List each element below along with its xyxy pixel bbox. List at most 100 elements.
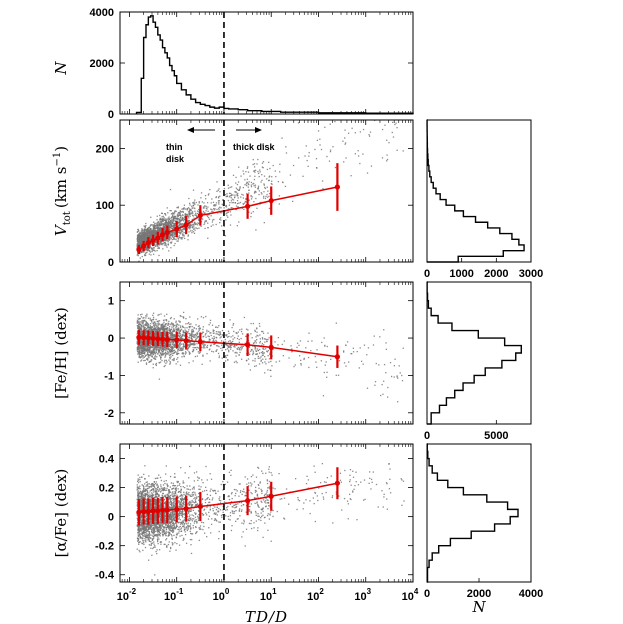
- label-close: ): [52, 146, 70, 152]
- scatter-point: [256, 328, 258, 330]
- scatter-point: [262, 330, 264, 333]
- scatter-point: [275, 175, 277, 178]
- scatter-point: [223, 340, 225, 343]
- scatter-point: [159, 352, 162, 355]
- scatter-point: [246, 181, 248, 184]
- scatter-point: [170, 242, 172, 244]
- scatter-point: [254, 175, 256, 177]
- scatter-point: [140, 234, 143, 236]
- scatter-point: [160, 231, 162, 233]
- scatter-point: [271, 180, 273, 182]
- scatter-point: [189, 223, 191, 225]
- scatter-point: [169, 332, 172, 335]
- scatter-point: [184, 345, 186, 348]
- scatter-point: [251, 337, 253, 339]
- scatter-point: [159, 221, 162, 223]
- scatter-point: [268, 175, 271, 177]
- scatter-point: [359, 162, 361, 165]
- scatter-point: [164, 359, 166, 361]
- scatter-point: [153, 347, 156, 349]
- scatter-point: [238, 354, 240, 356]
- scatter-point: [236, 332, 238, 335]
- scatter-point: [193, 334, 195, 336]
- scatter-point: [363, 344, 366, 346]
- scatter-point: [370, 165, 373, 167]
- scatter-point: [147, 228, 149, 230]
- label-symbol: V: [52, 223, 70, 236]
- scatter-point: [300, 362, 302, 365]
- scatter-point: [218, 188, 220, 190]
- scatter-point: [289, 174, 292, 176]
- scatter-point: [166, 222, 168, 224]
- scatter-point: [182, 349, 184, 351]
- scatter-point: [255, 365, 257, 367]
- scatter-point: [177, 350, 179, 352]
- scatter-point: [206, 329, 208, 331]
- scatter-point: [218, 345, 220, 348]
- scatter-point: [217, 189, 219, 192]
- scatter-point: [263, 344, 265, 346]
- scatter-point: [158, 345, 160, 347]
- scatter-point: [142, 239, 144, 241]
- scatter-point: [249, 175, 251, 177]
- scatter-point: [145, 323, 147, 325]
- scatter-point: [162, 319, 165, 321]
- scatter-point: [253, 170, 255, 173]
- scatter-point: [229, 224, 232, 226]
- scatter-point: [187, 207, 190, 209]
- scatter-point: [146, 322, 149, 324]
- scatter-point: [165, 238, 167, 240]
- scatter-point: [168, 349, 171, 351]
- scatter-point: [323, 371, 325, 374]
- scatter-point: [263, 348, 265, 350]
- scatter-point: [138, 318, 140, 320]
- scatter-point: [163, 361, 166, 363]
- scatter-point: [173, 335, 175, 337]
- scatter-point: [172, 329, 175, 331]
- scatter-point: [167, 351, 169, 354]
- scatter-point: [254, 184, 257, 186]
- scatter-point: [253, 182, 255, 185]
- scatter-point: [228, 196, 231, 198]
- scatter-point: [144, 252, 147, 255]
- scatter-point: [156, 250, 158, 252]
- scatter-point: [173, 349, 176, 351]
- scatter-point: [142, 322, 144, 324]
- scatter-point: [177, 348, 179, 351]
- scatter-point: [162, 225, 164, 228]
- scatter-point: [226, 334, 228, 336]
- scatter-point: [399, 101, 400, 102]
- scatter-point: [188, 332, 190, 335]
- scatter-point: [223, 207, 225, 209]
- scatter-point: [188, 341, 190, 343]
- scatter-point: [230, 194, 233, 197]
- scatter-point: [225, 206, 228, 208]
- scatter-point: [146, 236, 148, 238]
- scatter-point: [173, 318, 175, 320]
- scatter-point: [385, 372, 387, 374]
- scatter-point: [322, 395, 325, 397]
- scatter-point: [167, 212, 169, 214]
- scatter-point: [173, 238, 175, 240]
- scatter-point: [170, 231, 172, 234]
- scatter-point: [348, 361, 350, 363]
- scatter-point: [145, 239, 147, 242]
- scatter-point: [285, 146, 287, 148]
- scatter-point: [257, 349, 259, 352]
- scatter-point: [297, 122, 300, 124]
- scatter-point: [173, 219, 175, 221]
- scatter-point: [245, 183, 248, 185]
- scatter-point: [138, 320, 140, 322]
- scatter-point: [268, 337, 270, 339]
- scatter-point: [335, 374, 337, 376]
- scatter-point: [160, 327, 163, 329]
- scatter-point: [162, 226, 165, 228]
- scatter-point: [149, 229, 151, 231]
- scatter-point: [177, 221, 179, 223]
- scatter-point: [266, 193, 268, 196]
- scatter-point: [179, 210, 181, 212]
- scatter-point: [182, 332, 185, 334]
- scatter-point: [171, 354, 174, 357]
- scatter-point: [211, 219, 214, 221]
- scatter-point: [239, 187, 241, 189]
